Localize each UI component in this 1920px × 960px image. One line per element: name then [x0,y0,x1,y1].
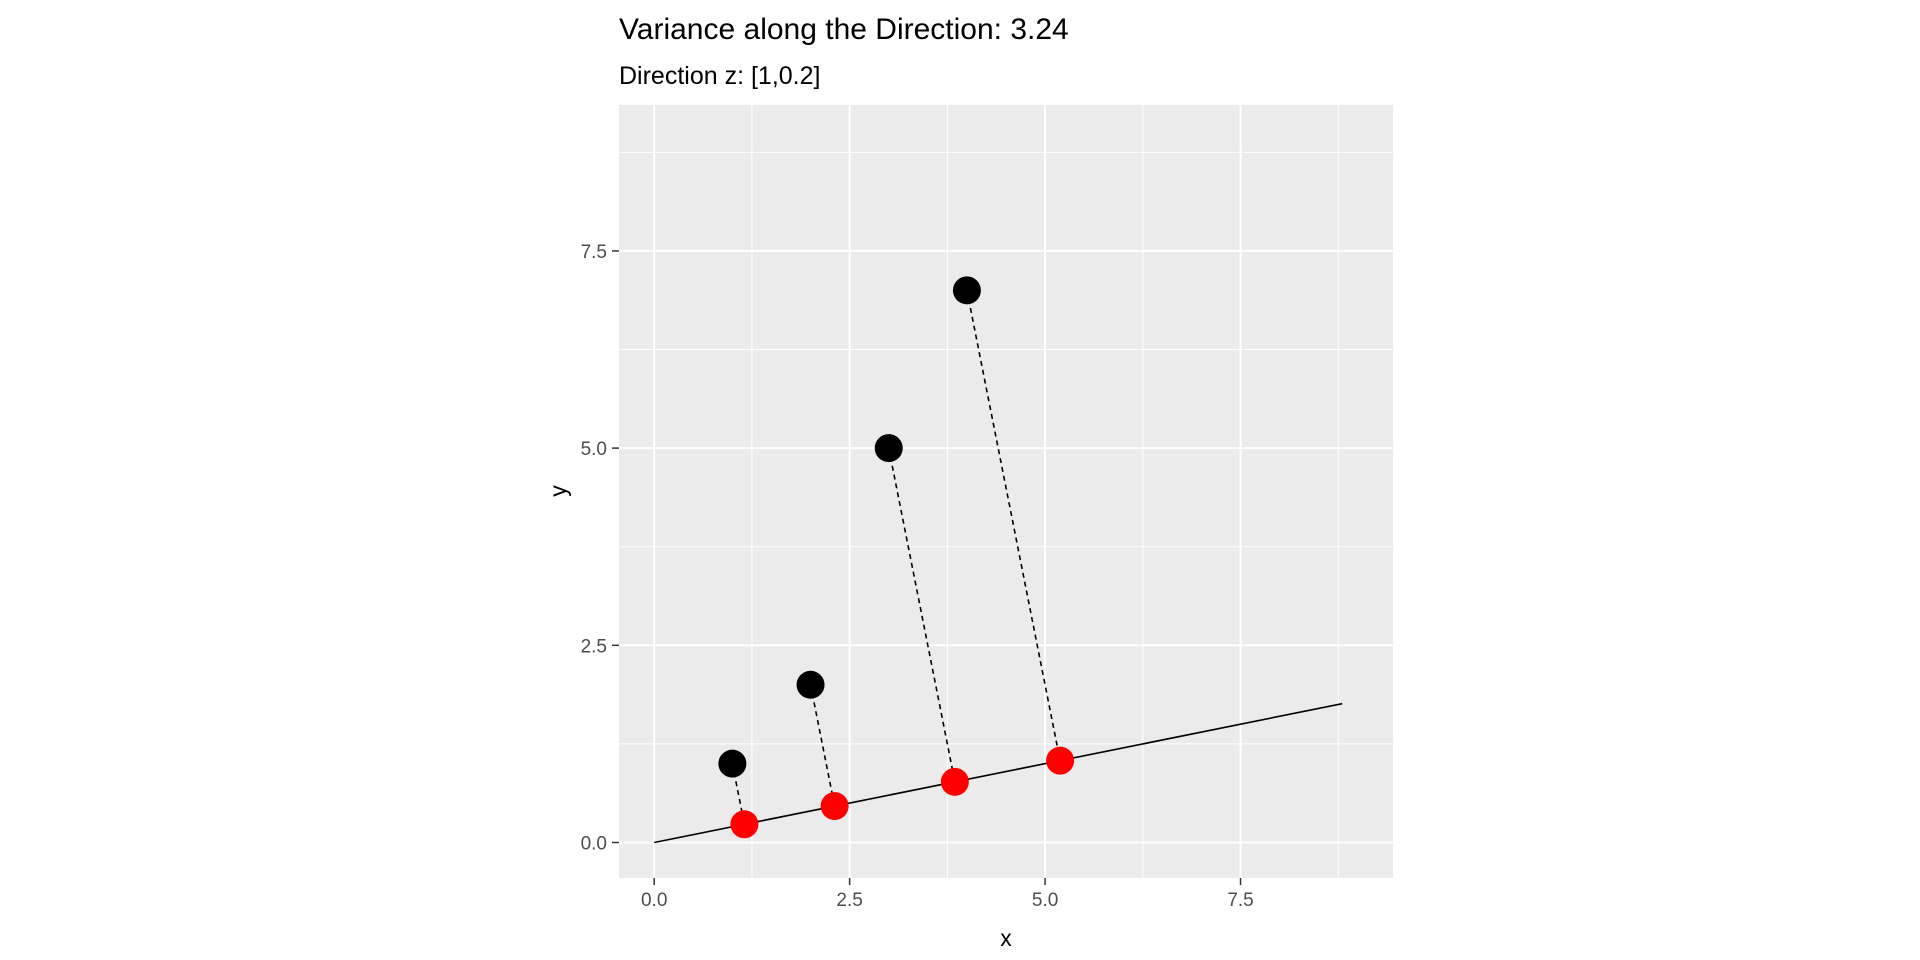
original-point [952,276,981,305]
grid-major-lines [619,105,1393,878]
x-axis-title: x [1000,925,1012,951]
projection-connector [966,290,1061,761]
grid-minor-lines [619,105,1393,878]
x-axis: 0.0 2.5 5.0 7.5 [641,878,1254,911]
x-tick-label: 5.0 [1032,890,1058,911]
y-axis-title: y [545,485,571,497]
y-tick-label: 0.0 [581,834,607,855]
x-tick-label: 2.5 [836,890,862,911]
data-points [718,276,1075,839]
plot-panel [619,105,1393,878]
y-tick-label: 7.5 [581,242,607,263]
original-point [718,749,747,778]
x-tick-label: 7.5 [1227,890,1253,911]
chart-subtitle: Direction z: [1,0.2] [619,62,820,90]
y-tick-label: 2.5 [581,636,607,657]
direction-line-group [654,702,1343,844]
projected-point [730,810,759,839]
chart-title: Variance along the Direction: 3.24 [619,13,1069,46]
projection-connector [887,447,956,783]
y-axis: 0.0 2.5 5.0 7.5 [581,242,619,855]
projected-point [1046,746,1075,775]
x-tick-label: 0.0 [641,890,667,911]
original-point [874,434,903,463]
original-point [796,670,825,699]
direction-line [654,702,1343,844]
projection-connector [809,684,836,807]
projected-point [940,767,969,796]
projected-point [820,792,849,821]
y-tick-label: 5.0 [581,439,607,460]
